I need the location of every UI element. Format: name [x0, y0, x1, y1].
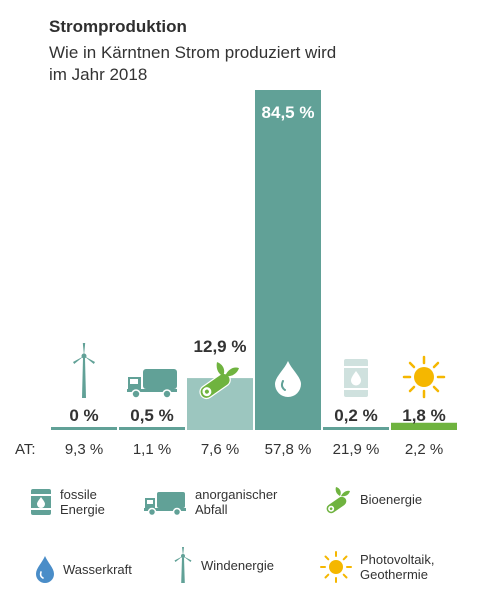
at-value-label-0: 9,3 % [65, 441, 103, 458]
bar-value-label-5: 1,8 % [402, 406, 445, 425]
wind-turbine-icon [174, 547, 192, 583]
chart-subtitle-line-1: Wie in Kärntnen Strom produziert wird [49, 43, 337, 62]
legend-label-fossil: fossile Energie [60, 487, 105, 517]
bar-4 [323, 427, 389, 430]
chart-title: Stromproduktion [49, 17, 187, 36]
chart-subtitle-line-2: im Jahr 2018 [49, 65, 148, 84]
water-drop-icon [275, 361, 301, 397]
oil-barrel-icon [344, 359, 368, 397]
bar-value-label-4: 0,2 % [334, 406, 377, 425]
legend-item-wind: Windenergie [173, 546, 274, 584]
truck-icon [127, 369, 177, 399]
bar-value-label-1: 0,5 % [130, 406, 173, 425]
legend-item-water: Wasserkraft [35, 555, 132, 583]
wood-leaf-icon [199, 362, 239, 400]
legend-label-solar: Photovoltaik, Geothermie [360, 552, 435, 582]
truck-icon [144, 492, 186, 516]
water-drop-icon [36, 556, 54, 583]
legend-item-solar: Photovoltaik, Geothermie [320, 551, 434, 583]
legend-label-water: Wasserkraft [63, 561, 132, 577]
at-value-label-3: 57,8 % [265, 441, 312, 458]
at-value-label-4: 21,9 % [333, 441, 380, 458]
at-value-label-5: 2,2 % [405, 441, 443, 458]
oil-barrel-icon [31, 489, 51, 515]
bar-0 [51, 427, 117, 430]
legend-label-waste: anorganischer Abfall [195, 487, 278, 517]
legend-label-wind: Windenergie [201, 557, 274, 573]
legend-item-fossil: fossile Energie [30, 487, 105, 517]
bar-value-label-2: 12,9 % [194, 337, 247, 356]
at-value-label-1: 1,1 % [133, 441, 171, 458]
bar-5 [391, 422, 457, 430]
wood-leaf-icon [326, 487, 350, 514]
legend-item-waste: anorganischer Abfall [143, 487, 277, 517]
at-value-label-2: 7,6 % [201, 441, 239, 458]
at-row-label: AT: [15, 441, 36, 458]
bar-1 [119, 427, 185, 430]
wind-turbine-icon [73, 343, 95, 398]
legend-item-bio: Bioenergie [322, 484, 422, 514]
bar-chart: 0 % 9,3 % 0,5 % 1,1 % 12,9 % 7,6 % 84,5 % 57,8 … [15, 90, 457, 458]
sun-icon [402, 355, 446, 399]
bar-value-label-0: 0 % [69, 406, 98, 425]
legend-label-bio: Bioenergie [360, 491, 423, 507]
sun-icon [320, 551, 352, 583]
bar-value-label-3: 84,5 % [262, 103, 315, 122]
